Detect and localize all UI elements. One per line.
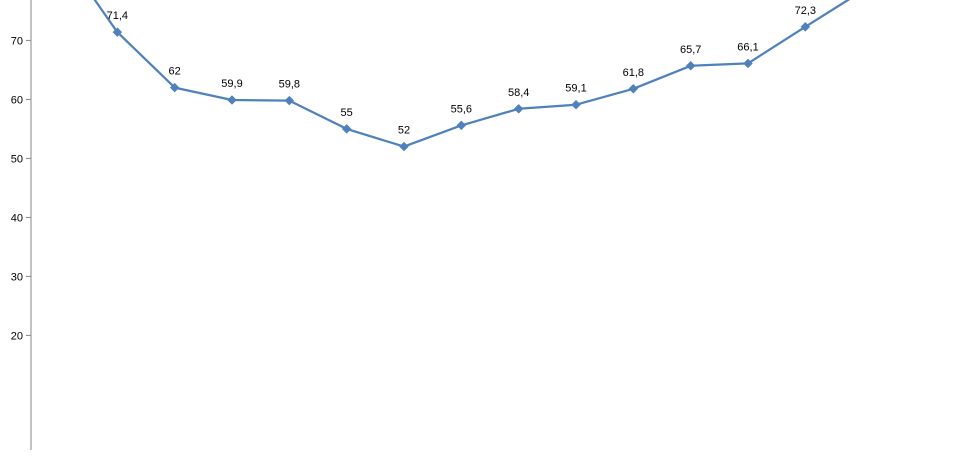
data-point-marker [571,99,581,110]
data-point-marker [341,124,352,134]
data-label: 61,8 [623,67,644,79]
data-label-group: 71,4 62 59,9 59,8 55 52 55,6 58,4 59,1 61,8 65,7 66… [107,5,816,137]
y-axis: 20304050607080 [11,0,32,450]
y-tick-label: 20 [11,330,23,342]
data-label: 59,9 [221,78,242,90]
data-point-marker [399,141,409,152]
data-label: 65,7 [680,44,701,56]
data-label: 59,1 [565,83,586,95]
data-point-marker [743,58,753,69]
data-label: 52 [398,125,410,137]
data-label: 59,8 [279,79,300,91]
data-point-marker [456,120,467,131]
data-label: 71,4 [107,10,128,22]
data-point-marker [800,21,811,32]
data-label: 55,6 [451,103,472,115]
data-point-marker [513,103,524,114]
data-label: 66,1 [737,41,758,53]
data-label: 55 [341,107,353,119]
series-line [93,0,851,148]
data-point-marker [112,27,123,37]
data-point-marker [169,82,180,93]
data-point-marker [227,95,237,105]
series-line-group [93,0,851,152]
y-tick-label: 40 [11,212,23,224]
data-label: 72,3 [795,5,816,17]
data-label: 62 [169,66,181,78]
y-tick-label: 30 [11,271,23,283]
data-point-marker [685,60,696,71]
y-tick-label: 60 [11,94,23,106]
data-point-marker [284,95,295,106]
data-point-marker [628,83,639,94]
y-tick-label: 50 [11,153,23,165]
y-tick-label: 70 [11,35,23,47]
data-label: 58,4 [508,87,529,99]
